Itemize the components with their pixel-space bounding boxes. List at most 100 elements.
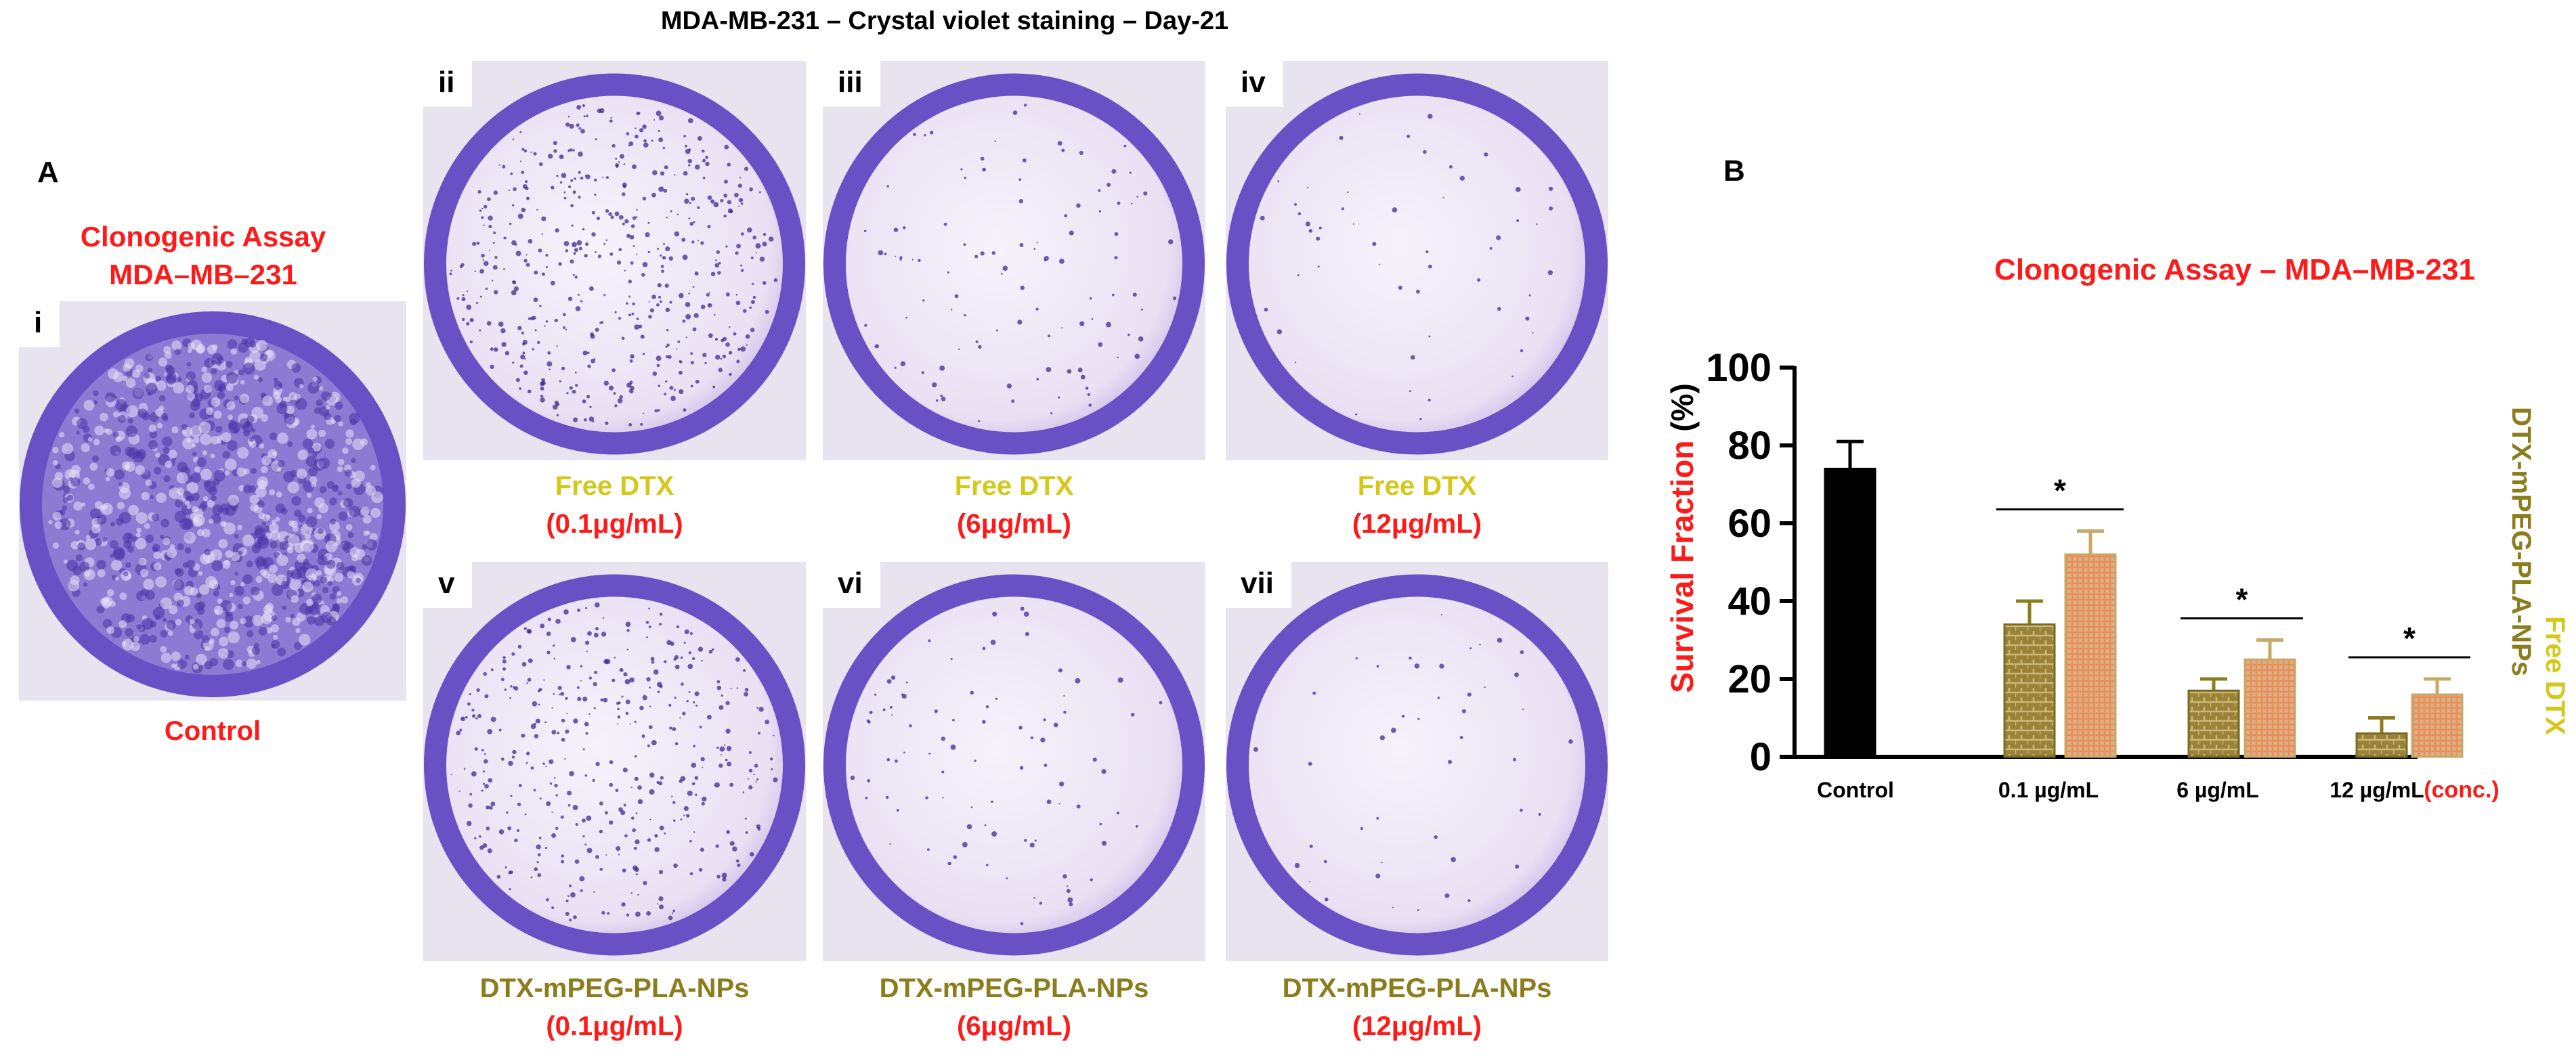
colony-dot xyxy=(1323,860,1327,864)
colony-dot xyxy=(209,519,214,524)
well-rim xyxy=(20,311,406,697)
well-label: v xyxy=(423,562,473,608)
colony-dot xyxy=(978,345,982,349)
colony-dot xyxy=(169,544,175,550)
colony-dot xyxy=(539,797,542,800)
colony-dot xyxy=(674,742,679,745)
colony-dot xyxy=(669,301,672,304)
colony-dot xyxy=(715,259,717,262)
colony-dot xyxy=(735,251,739,255)
colony-dot xyxy=(500,678,505,682)
y-tick-label: 40 xyxy=(1727,579,1772,623)
colony-dot xyxy=(125,562,131,568)
colony-dot xyxy=(645,621,649,624)
colony-dot xyxy=(653,669,659,675)
colony-dot xyxy=(649,789,655,795)
colony-dot xyxy=(649,686,651,689)
colony-dot xyxy=(1379,263,1381,265)
control-caption: Control xyxy=(164,716,261,746)
colony-dot xyxy=(251,646,260,655)
colony-dot xyxy=(287,481,299,493)
colony-dot xyxy=(525,263,530,267)
colony-dot xyxy=(1375,873,1381,879)
colony-dot xyxy=(1050,412,1053,415)
colony-dot xyxy=(697,206,700,209)
colony-dot xyxy=(539,305,542,307)
colony-dot xyxy=(352,438,364,451)
colony-dot xyxy=(947,861,951,866)
colony-dot xyxy=(135,532,141,537)
colony-dot xyxy=(1316,236,1321,241)
colony-dot xyxy=(905,681,908,684)
colony-dot xyxy=(749,306,752,309)
colony-dot xyxy=(893,227,899,232)
colony-dot xyxy=(62,443,74,455)
colony-dot xyxy=(717,271,721,275)
colony-dot xyxy=(614,657,616,659)
well-label: iii xyxy=(823,61,880,107)
colony-dot xyxy=(62,497,69,504)
colony-dot xyxy=(333,485,339,490)
colony-dot xyxy=(744,817,747,820)
colony-dot xyxy=(683,814,685,816)
colony-dot xyxy=(1568,739,1573,744)
colony-dot xyxy=(165,460,173,468)
colony-dot xyxy=(654,834,658,838)
colony-dot xyxy=(637,894,639,896)
colony-dot xyxy=(705,161,710,167)
colony-dot xyxy=(251,586,260,596)
colony-dot xyxy=(586,395,591,399)
colony-dot xyxy=(634,776,639,781)
colony-dot xyxy=(461,297,466,301)
colony-dot xyxy=(626,629,630,632)
colony-dot xyxy=(616,260,622,265)
colony-dot xyxy=(1000,272,1003,275)
colony-dot xyxy=(305,516,318,528)
colony-dot xyxy=(725,758,728,762)
colony-dot xyxy=(469,692,471,695)
colony-dot xyxy=(251,468,257,475)
colony-dot xyxy=(646,677,651,682)
colony-dot xyxy=(1409,390,1411,393)
colony-dot xyxy=(546,361,553,367)
colony-dot xyxy=(1528,294,1531,296)
colony-dot xyxy=(524,813,527,816)
colony-dot xyxy=(718,261,721,265)
colony-dot xyxy=(83,582,88,587)
colony-dot xyxy=(551,185,555,190)
colony-dot xyxy=(478,835,481,838)
colony-dot xyxy=(630,261,634,265)
well-rim xyxy=(1226,574,1608,956)
colony-dot xyxy=(123,571,129,577)
colony-dot xyxy=(634,324,640,330)
colony-dot xyxy=(628,144,630,147)
colony-dot xyxy=(551,730,557,735)
colony-dot xyxy=(186,504,192,510)
colony-dot xyxy=(545,320,549,323)
colony-dot xyxy=(610,116,612,119)
colony-dot xyxy=(669,726,672,730)
colony-dot xyxy=(186,361,192,367)
colony-dot xyxy=(527,389,532,394)
colony-dot xyxy=(249,494,259,504)
colony-dot xyxy=(721,338,725,343)
colony-dot xyxy=(188,342,196,350)
colony-dot xyxy=(369,533,378,542)
colony-dot xyxy=(640,334,645,339)
colony-dot xyxy=(665,345,668,348)
colony-dot xyxy=(534,867,538,871)
colony-dot xyxy=(615,157,618,160)
colony-dot xyxy=(487,728,493,734)
colony-dot xyxy=(1379,735,1386,741)
colony-dot xyxy=(211,368,217,374)
colony-dot xyxy=(534,270,538,275)
colony-dot xyxy=(695,379,700,384)
colony-dot xyxy=(710,199,715,204)
colony-dot xyxy=(291,363,301,373)
colony-dot xyxy=(336,562,345,571)
colony-dot xyxy=(656,780,660,785)
colony-dot xyxy=(680,818,683,820)
colony-dot xyxy=(145,590,155,600)
colony-dot xyxy=(679,360,681,362)
colony-dot xyxy=(568,185,572,189)
